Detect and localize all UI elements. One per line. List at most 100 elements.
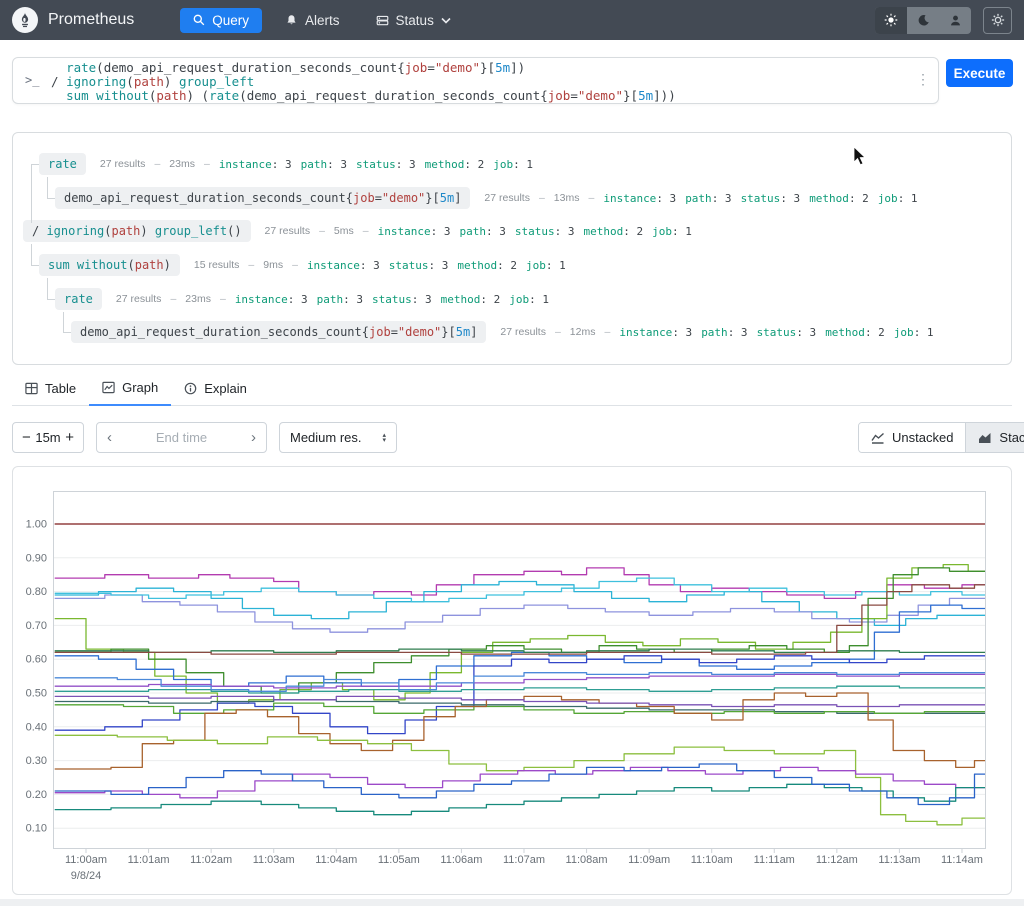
navbar-right: [875, 6, 1012, 34]
code-token: group_left: [178, 74, 255, 89]
label-count: : 3: [780, 191, 801, 205]
code-token: job: [353, 191, 375, 205]
label-count: : 3: [343, 292, 364, 306]
prompt-icon: >_: [25, 73, 40, 87]
label-cardinality: job: 1: [878, 192, 918, 205]
label-count: : 3: [395, 157, 416, 171]
nav-item-status[interactable]: Status: [363, 8, 464, 33]
svg-text:11:10am: 11:10am: [691, 854, 733, 866]
label-cardinality: instance: 3: [219, 158, 292, 171]
code-token: sum: [48, 258, 70, 272]
svg-text:11:02am: 11:02am: [190, 854, 232, 866]
theme-system-button[interactable]: [939, 7, 971, 34]
code-token: "demo": [577, 88, 624, 103]
tree-connector: [47, 177, 48, 198]
label-count: : 2: [848, 191, 869, 205]
kebab-menu-icon[interactable]: ⋮: [916, 71, 930, 87]
code-token: "demo": [397, 325, 442, 339]
label-cardinality: status: 3: [741, 192, 801, 205]
label-count: : 3: [656, 191, 677, 205]
separator: –: [170, 293, 177, 305]
code-token: (: [239, 88, 247, 103]
label-name: method: [825, 325, 865, 339]
brand[interactable]: Prometheus: [12, 7, 134, 33]
label-name: method: [440, 292, 481, 306]
code-token: ): [163, 258, 171, 272]
label-cardinality: instance: 3: [235, 293, 308, 306]
code-token: "demo": [381, 191, 426, 205]
tree-node-pill[interactable]: / ignoring(path) group_left(): [23, 220, 251, 242]
label-cardinality: method: 2: [441, 293, 501, 306]
tree-node-stats: 27 results –12ms – instance: 3 path: 3 status…: [500, 326, 933, 339]
separator: –: [219, 293, 226, 305]
code-token: demo_api_request_duration_seconds_count: [103, 60, 398, 75]
label-name: status: [372, 292, 412, 306]
label-count: : 3: [430, 224, 451, 238]
nav-item-alerts[interactable]: Alerts: [272, 8, 353, 33]
theme-dark-button[interactable]: [907, 7, 939, 34]
tree-connector: [63, 312, 64, 332]
theme-light-button[interactable]: [875, 6, 907, 34]
resolution-select[interactable]: Medium res. ▴ ▾: [279, 422, 397, 453]
tree-node-stats: 27 results –13ms – instance: 3 path: 3 status…: [484, 192, 917, 205]
duration-increase-button[interactable]: +: [65, 429, 74, 446]
tree-node-pill[interactable]: sum without(path): [39, 254, 180, 276]
code-token: job: [547, 88, 571, 103]
end-time-input[interactable]: End time: [155, 430, 208, 445]
code-token: 5m: [439, 191, 455, 205]
unstacked-button[interactable]: Unstacked: [859, 423, 967, 452]
duration-decrease-button[interactable]: −: [22, 429, 31, 446]
label-cardinality: instance: 3: [619, 326, 692, 339]
code-token: demo_api_request_duration_seconds_count: [80, 325, 362, 339]
unstacked-label: Unstacked: [892, 430, 954, 445]
tree-node-pill[interactable]: demo_api_request_duration_seconds_count{…: [55, 187, 471, 209]
chart-canvas[interactable]: 0.10 0.20 0.30 0.40 0.50 0.60 0.70 0.80 0.90 1.00…: [13, 467, 1013, 887]
code-line: rate(demo_api_request_duration_seconds_c…: [51, 61, 676, 75]
tab-graph[interactable]: Graph: [89, 380, 172, 406]
code-token: /: [32, 224, 47, 238]
duration-value[interactable]: 15m: [35, 430, 61, 445]
svg-text:1.00: 1.00: [26, 519, 47, 531]
label-cardinality: path: 3: [301, 158, 347, 171]
time-back-button[interactable]: ‹: [107, 429, 112, 446]
code-token: ignoring: [46, 224, 105, 238]
label-count: : 3: [359, 258, 380, 272]
graph-panel: 0.10 0.20 0.30 0.40 0.50 0.60 0.70 0.80 0.90 1.00…: [12, 466, 1012, 895]
label-name: job: [652, 224, 672, 238]
end-time-control[interactable]: ‹ End time ›: [96, 422, 267, 453]
tab-explain[interactable]: Explain: [171, 380, 260, 405]
tree-node-pill[interactable]: rate: [39, 153, 86, 175]
label-name: status: [756, 325, 797, 339]
code-line: / ignoring(path) group_left: [51, 75, 676, 89]
label-cardinality: job: 1: [894, 326, 934, 339]
settings-button[interactable]: [983, 6, 1012, 34]
label-name: instance: [619, 325, 673, 339]
svg-text:11:08am: 11:08am: [566, 854, 608, 866]
code-token: }[: [480, 60, 496, 75]
tab-explain-label: Explain: [204, 380, 247, 396]
label-cardinality: status: 3: [515, 225, 575, 238]
tree-node-pill[interactable]: rate: [55, 288, 102, 310]
moon-icon: [917, 14, 930, 27]
code-token: =: [390, 325, 398, 339]
label-cardinality: method: 2: [825, 326, 885, 339]
stacked-button[interactable]: Stacked: [966, 423, 1024, 452]
time-forward-button[interactable]: ›: [251, 429, 256, 446]
tree-connector: [31, 244, 32, 265]
nav-item-query[interactable]: Query: [180, 7, 263, 33]
query-code[interactable]: rate(demo_api_request_duration_seconds_c…: [51, 61, 676, 103]
label-count: : 2: [864, 325, 885, 339]
svg-text:11:14am: 11:14am: [941, 854, 983, 866]
label-name: status: [740, 191, 781, 205]
execute-button[interactable]: Execute: [946, 59, 1013, 87]
label-count: : 1: [513, 157, 534, 171]
tab-graph-label: Graph: [122, 380, 159, 395]
code-token: sum: [66, 88, 89, 103]
eval-duration: 9ms: [263, 259, 284, 271]
code-token: (: [148, 88, 157, 103]
tab-table[interactable]: Table: [12, 380, 89, 405]
label-count: : 3: [554, 224, 575, 238]
tree-node-pill[interactable]: demo_api_request_duration_seconds_count{…: [71, 321, 487, 343]
query-editor[interactable]: >_ rate(demo_api_request_duration_second…: [12, 57, 939, 104]
eval-duration: 13ms: [553, 192, 580, 204]
